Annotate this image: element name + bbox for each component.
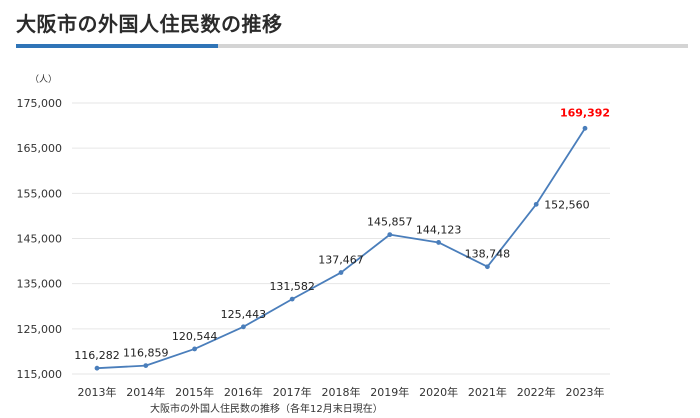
data-point xyxy=(338,270,344,275)
data-label: 125,443 xyxy=(221,308,267,321)
data-point xyxy=(485,264,490,270)
x-tick-label: 2014年 xyxy=(126,385,165,399)
data-label: 138,748 xyxy=(465,248,511,261)
y-tick-label: 135,000 xyxy=(17,278,63,291)
data-point xyxy=(436,240,441,245)
title-divider-accent xyxy=(16,44,218,48)
data-point xyxy=(192,346,198,352)
page-title: 大阪市の外国人住民数の推移 xyxy=(16,12,283,36)
data-point xyxy=(241,324,246,330)
y-tick-label: 165,000 xyxy=(17,142,63,155)
y-tick-label: 115,000 xyxy=(17,368,63,381)
data-point xyxy=(582,125,588,131)
x-tick-label: 2023年 xyxy=(566,385,605,399)
data-label: 144,123 xyxy=(416,223,462,236)
x-tick-label: 2015年 xyxy=(175,385,214,399)
x-tick-label: 2013年 xyxy=(78,385,117,399)
y-tick-label: 155,000 xyxy=(17,187,63,200)
data-point xyxy=(94,365,100,371)
y-unit-label: （人） xyxy=(30,74,57,85)
y-tick-label: 175,000 xyxy=(17,97,63,110)
data-label: 152,560 xyxy=(544,198,590,211)
x-tick-label: 2019年 xyxy=(370,385,409,399)
x-tick-label: 2016年 xyxy=(224,385,263,399)
data-label: 120,544 xyxy=(172,330,218,343)
data-label: 137,467 xyxy=(318,254,364,267)
x-tick-label: 2020年 xyxy=(419,385,458,399)
y-tick-label: 145,000 xyxy=(17,233,63,246)
data-label: 145,857 xyxy=(367,216,413,229)
data-point xyxy=(387,232,393,238)
x-tick-label: 2021年 xyxy=(468,385,507,399)
x-tick-label: 2017年 xyxy=(273,385,312,399)
chart-caption: 大阪市の外国人住民数の推移（各年12月末日現在） xyxy=(150,404,383,415)
data-label: 116,282 xyxy=(74,349,120,362)
y-tick-label: 125,000 xyxy=(17,323,63,336)
data-point xyxy=(533,201,539,207)
data-label-highlight: 169,392 xyxy=(560,106,610,119)
data-point xyxy=(143,363,149,369)
data-point xyxy=(289,296,295,302)
x-tick-label: 2022年 xyxy=(517,385,556,399)
data-label: 131,582 xyxy=(269,280,315,293)
data-label: 116,859 xyxy=(123,347,169,360)
series-line xyxy=(96,127,586,370)
x-tick-label: 2018年 xyxy=(322,385,361,399)
title-divider xyxy=(16,44,688,48)
